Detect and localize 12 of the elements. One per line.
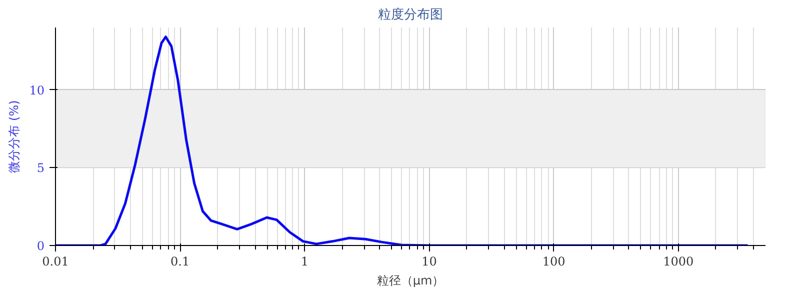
- x-tick-label: 100: [542, 254, 566, 268]
- y-tick-label: 5: [36, 161, 45, 176]
- x-tick-label: 0.1: [170, 254, 190, 268]
- x-tick-label: 1000: [663, 254, 694, 268]
- y-tick-label: 0: [36, 239, 45, 253]
- x-tick-label: 0.01: [42, 254, 69, 268]
- x-tick-label: 10: [422, 254, 437, 268]
- x-axis-title: 粒径（μm）: [376, 274, 444, 288]
- x-tick-label: 1: [300, 254, 308, 268]
- chart-title: 粒度分布图: [378, 6, 443, 22]
- y-axis-title: 微分分布 (%): [7, 100, 22, 173]
- y-tick-label: 10: [29, 83, 45, 98]
